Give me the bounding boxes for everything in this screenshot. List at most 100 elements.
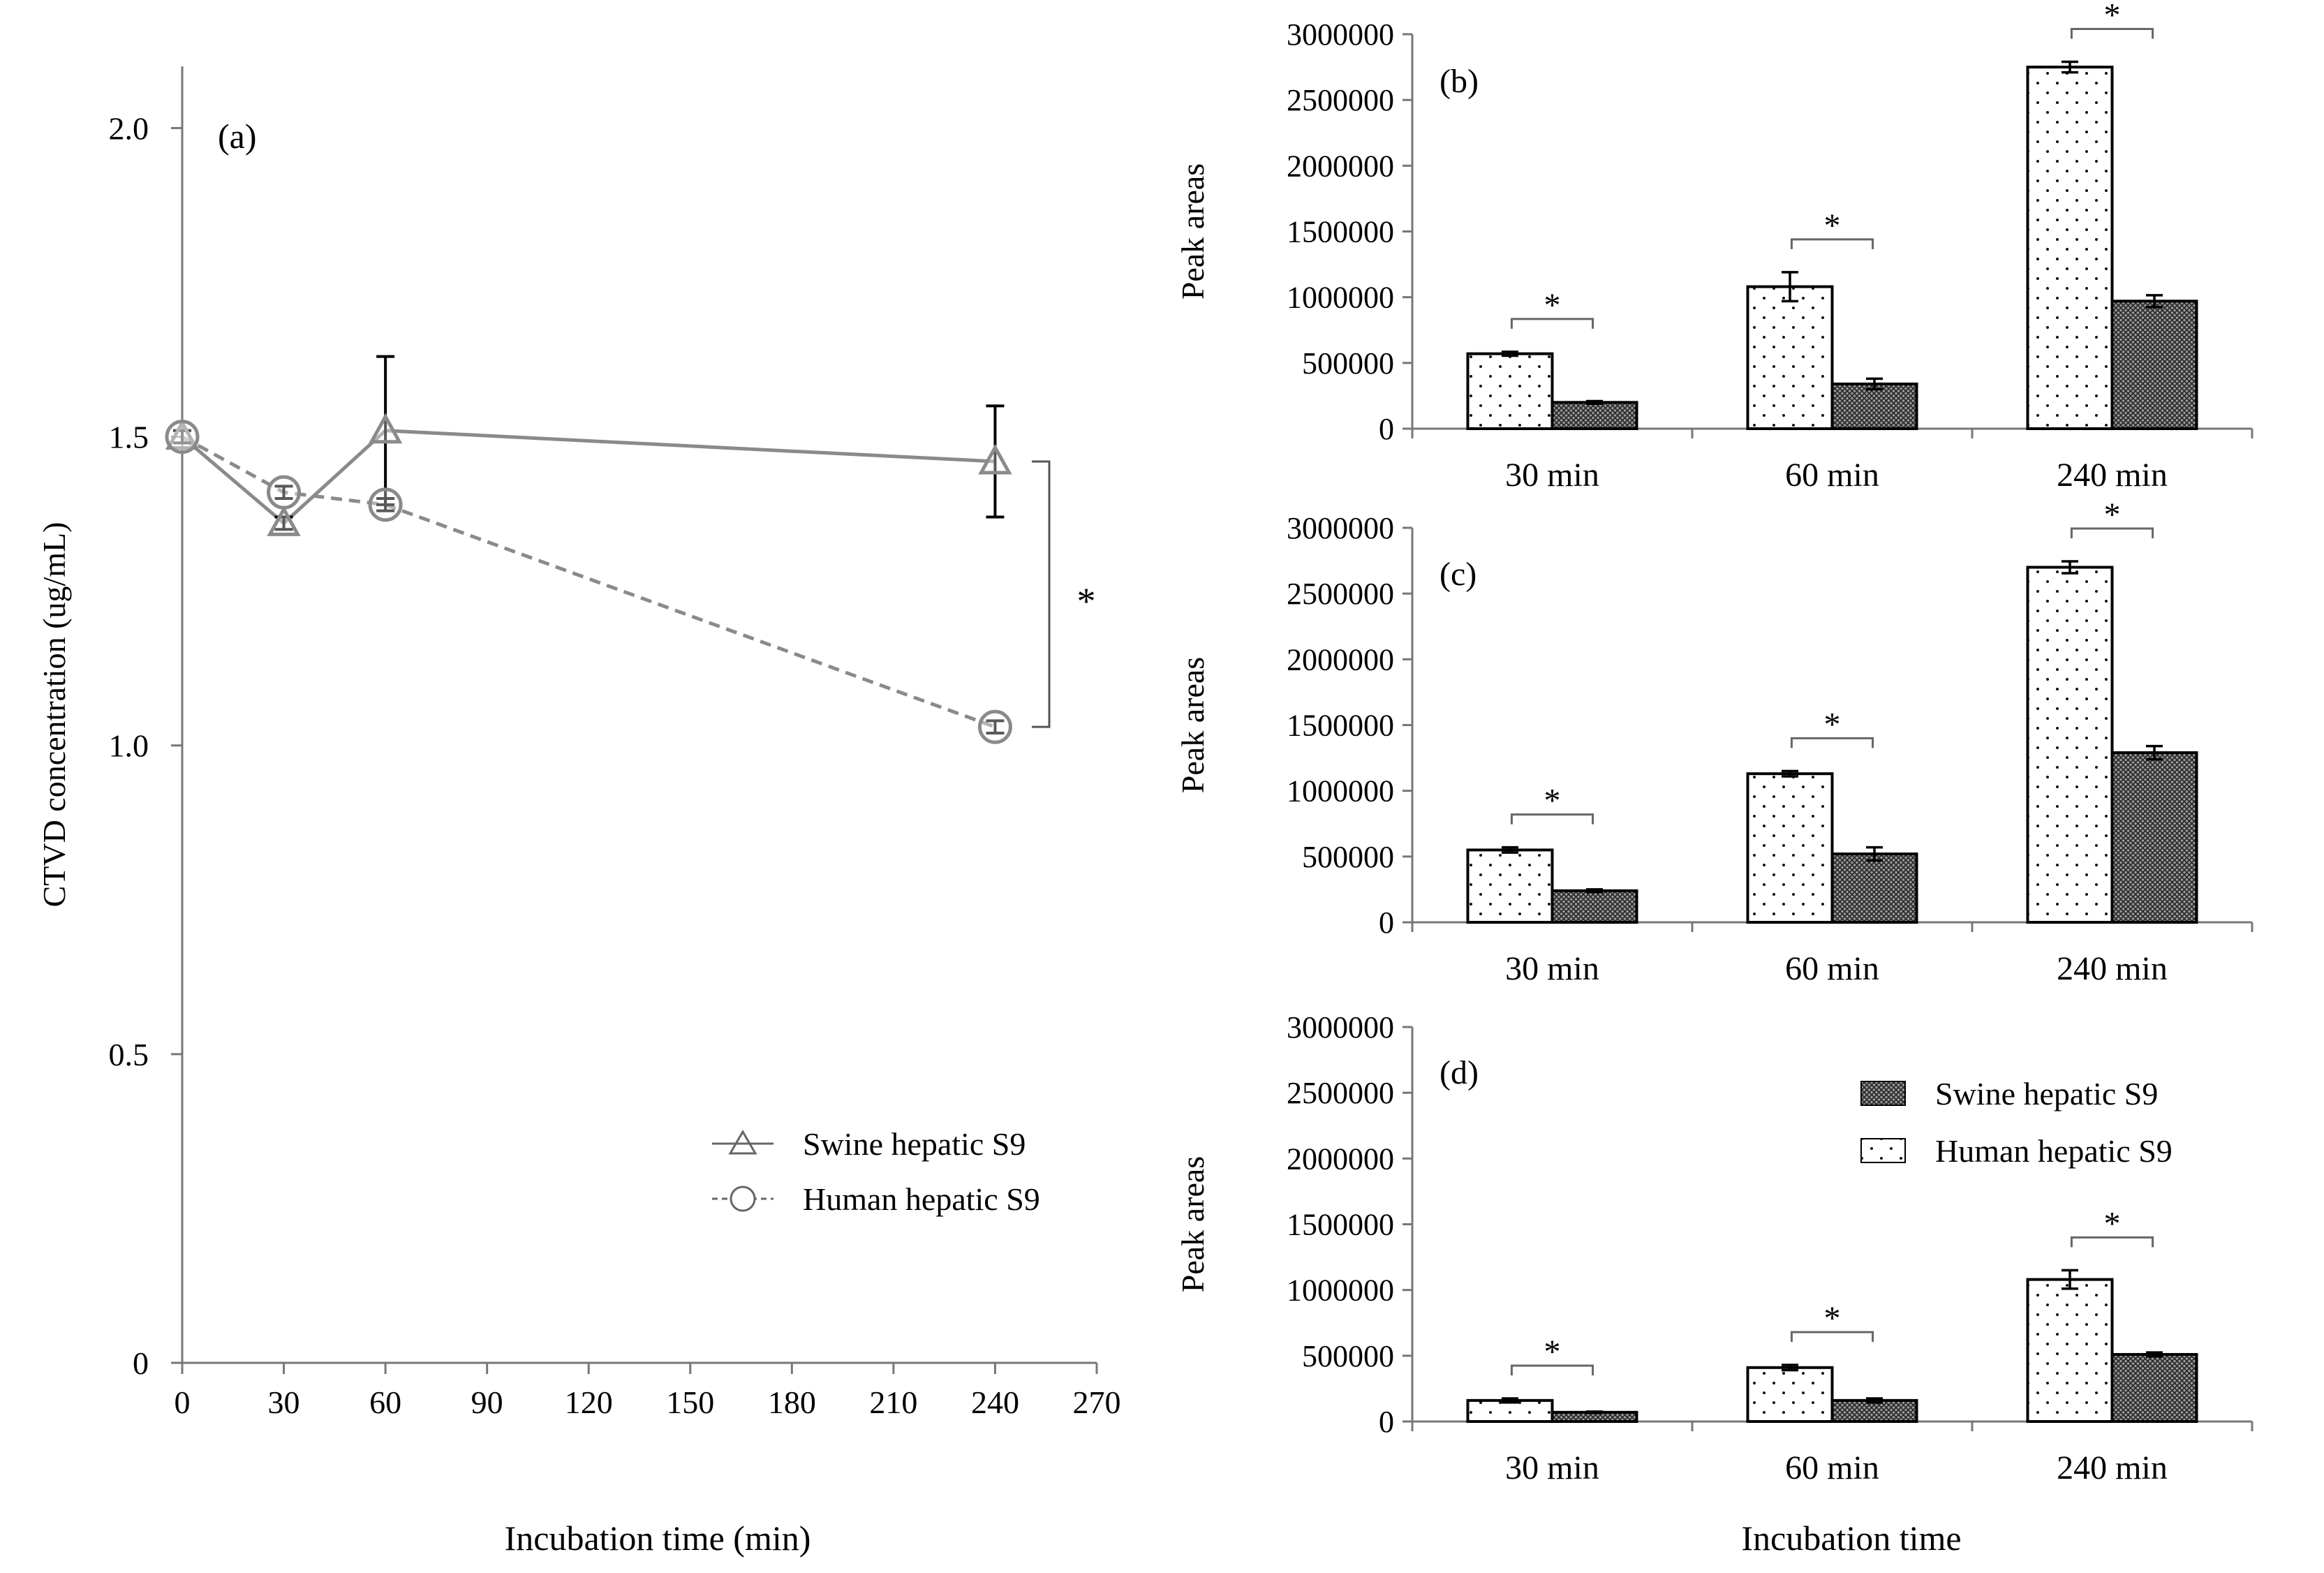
c-y-tick-label: 0 bbox=[1379, 906, 1394, 940]
a-point-circle bbox=[368, 487, 403, 522]
c-bar-crosshatch bbox=[1830, 852, 1918, 924]
a-point-triangle bbox=[267, 505, 301, 536]
d-bar-dots bbox=[1746, 1366, 1834, 1423]
b-bar-crosshatch bbox=[1830, 382, 1918, 431]
left-x-axis-title: Incubation time (min) bbox=[505, 1519, 811, 1558]
a-point-triangle bbox=[978, 443, 1012, 475]
d-y-tick-label: 1000000 bbox=[1287, 1273, 1394, 1308]
d-y-tick-label: 500000 bbox=[1302, 1339, 1394, 1373]
b-bar-dots bbox=[1466, 352, 1554, 430]
b-significance-star: * bbox=[2104, 0, 2121, 34]
c-x-tick-label: 240 min bbox=[2057, 950, 2168, 987]
c-y-tick-label: 1500000 bbox=[1287, 709, 1394, 743]
a-legend-marker-triangle bbox=[728, 1130, 757, 1155]
c-bar-dots bbox=[1466, 848, 1554, 924]
c-y-tick-label: 1000000 bbox=[1287, 774, 1394, 808]
d-legend-label: Human hepatic S9 bbox=[1935, 1133, 2173, 1169]
b-y-tick-label: 500000 bbox=[1302, 346, 1394, 381]
c-bar-crosshatch bbox=[2110, 751, 2198, 924]
b-significance-star: * bbox=[1824, 207, 1841, 244]
d-bar-dots bbox=[2026, 1278, 2114, 1423]
a-legend-marker-circle bbox=[730, 1186, 756, 1212]
b-bar-dots bbox=[2026, 66, 2114, 431]
d-legend-swatch bbox=[1860, 1081, 1906, 1106]
c-significance-bracket bbox=[1510, 813, 1594, 825]
d-y-tick-label: 2500000 bbox=[1287, 1076, 1394, 1110]
a-point-triangle bbox=[368, 413, 403, 444]
c-significance-star: * bbox=[1544, 783, 1561, 820]
right-x-axis-title: Incubation time bbox=[1741, 1519, 1961, 1558]
a-x-tick-label: 210 bbox=[869, 1384, 917, 1420]
b-y-axis-title: Peak areas bbox=[1175, 163, 1211, 300]
b-significance-bracket bbox=[1790, 238, 1874, 249]
a-point-circle bbox=[977, 709, 1012, 744]
c-y-axis-title: Peak areas bbox=[1175, 657, 1211, 793]
b-significance-bracket bbox=[2070, 28, 2154, 39]
panel-b-bar-chart: 0 500000 1000000 1500000 2000000 2500000 30000… bbox=[1175, 0, 2253, 494]
panel-c-bar-chart: 0 500000 1000000 1500000 2000000 2500000 30000… bbox=[1175, 496, 2253, 987]
a-point-circle bbox=[165, 420, 200, 455]
a-x-tick-label: 0 bbox=[175, 1384, 191, 1420]
a-x-tick-label: 240 bbox=[971, 1384, 1019, 1420]
a-x-tick-label: 150 bbox=[666, 1384, 714, 1420]
a-point-triangle bbox=[165, 419, 200, 450]
a-y-tick-label: 1.0 bbox=[109, 728, 149, 764]
d-y-tick-label: 1500000 bbox=[1287, 1208, 1394, 1242]
d-x-tick-label: 240 min bbox=[2057, 1449, 2168, 1486]
c-bar-dots bbox=[2026, 566, 2114, 924]
a-x-tick-label: 270 bbox=[1073, 1384, 1121, 1420]
b-x-tick-label: 60 min bbox=[1785, 457, 1879, 494]
d-significance-star: * bbox=[1824, 1300, 1841, 1337]
b-significance-star: * bbox=[1544, 287, 1561, 324]
d-legend-label: Swine hepatic S9 bbox=[1935, 1076, 2158, 1112]
b-y-tick-label: 1500000 bbox=[1287, 215, 1394, 249]
a-y-axis-title: CTVD concentration (ug/mL) bbox=[36, 522, 72, 908]
d-significance-star: * bbox=[2104, 1205, 2121, 1242]
b-y-tick-label: 2500000 bbox=[1287, 83, 1394, 117]
d-y-tick-label: 0 bbox=[1379, 1405, 1394, 1439]
c-y-tick-label: 500000 bbox=[1302, 840, 1394, 874]
c-x-tick-label: 60 min bbox=[1785, 950, 1879, 987]
d-y-tick-label: 2000000 bbox=[1287, 1142, 1394, 1176]
b-y-tick-label: 1000000 bbox=[1287, 281, 1394, 315]
a-significance-bracket bbox=[1032, 460, 1051, 728]
b-bar-crosshatch bbox=[2110, 300, 2198, 431]
d-significance-star: * bbox=[1544, 1334, 1561, 1371]
c-significance-star: * bbox=[2104, 496, 2121, 533]
a-y-tick-label: 2.0 bbox=[109, 110, 149, 146]
d-y-axis-title: Peak areas bbox=[1175, 1156, 1211, 1292]
a-legend-label-human: Human hepatic S9 bbox=[803, 1181, 1040, 1217]
c-y-tick-label: 2000000 bbox=[1287, 642, 1394, 677]
a-series-line-1 bbox=[181, 435, 996, 729]
d-significance-bracket bbox=[1790, 1331, 1874, 1343]
a-y-tick-label: 0.5 bbox=[109, 1037, 149, 1072]
a-x-tick-label: 30 bbox=[268, 1384, 300, 1420]
c-bar-crosshatch bbox=[1550, 889, 1638, 924]
c-panel-label: (c) bbox=[1439, 556, 1476, 593]
a-significance-star: * bbox=[1077, 580, 1096, 622]
a-x-tick-label: 60 bbox=[369, 1384, 401, 1420]
a-panel-label: (a) bbox=[218, 117, 257, 156]
a-x-tick-label: 180 bbox=[768, 1384, 816, 1420]
c-significance-star: * bbox=[1824, 706, 1841, 743]
c-significance-bracket bbox=[1790, 737, 1874, 748]
d-panel-label: (d) bbox=[1439, 1054, 1479, 1091]
a-legend-label-swine: Swine hepatic S9 bbox=[803, 1126, 1026, 1162]
a-series-line-0 bbox=[181, 429, 996, 526]
c-y-tick-label: 2500000 bbox=[1287, 577, 1394, 611]
b-bar-crosshatch bbox=[1550, 401, 1638, 430]
b-panel-label: (b) bbox=[1439, 63, 1479, 100]
d-legend-swatch bbox=[1860, 1138, 1906, 1163]
b-bar-dots bbox=[1746, 285, 1834, 430]
a-point-circle bbox=[267, 475, 302, 510]
c-significance-bracket bbox=[2070, 527, 2154, 539]
c-y-tick-label: 3000000 bbox=[1287, 511, 1394, 545]
b-y-tick-label: 3000000 bbox=[1287, 17, 1394, 52]
b-y-tick-label: 2000000 bbox=[1287, 149, 1394, 183]
d-bar-crosshatch bbox=[1830, 1398, 1918, 1424]
a-y-tick-label: 1.5 bbox=[109, 420, 149, 455]
a-y-tick-label: 0 bbox=[133, 1345, 149, 1381]
d-significance-bracket bbox=[1510, 1364, 1594, 1376]
c-bar-dots bbox=[1746, 772, 1834, 924]
